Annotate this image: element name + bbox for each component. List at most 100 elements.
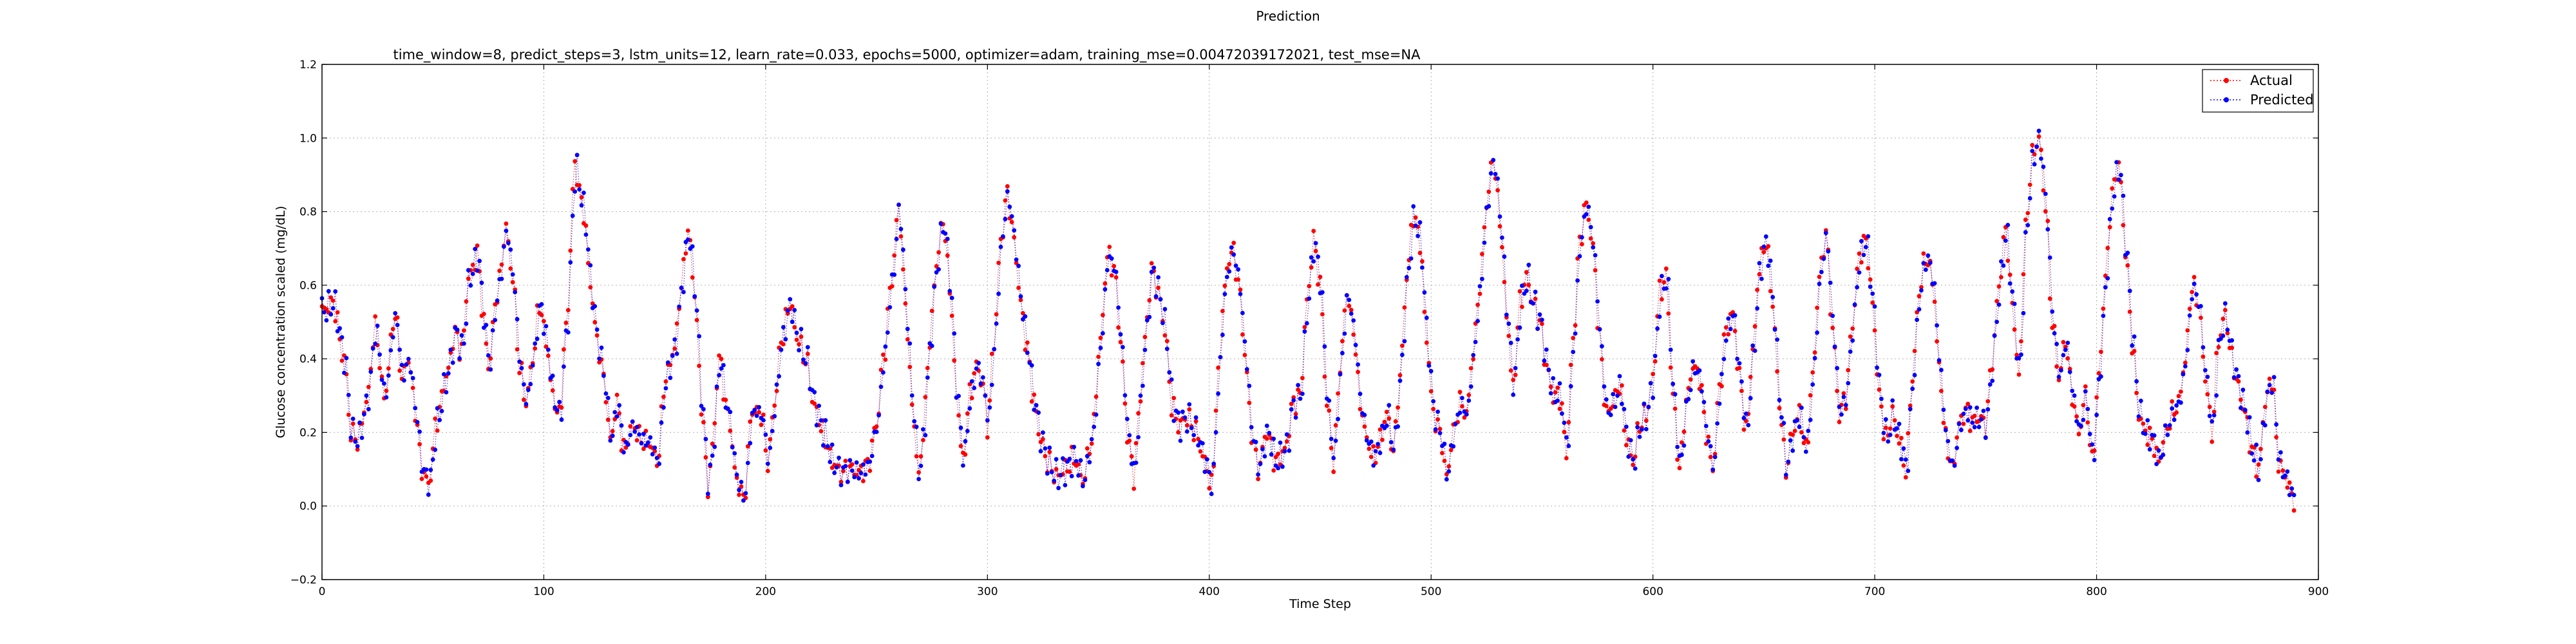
data-point-actual (1276, 451, 1280, 457)
data-point-predicted (1655, 326, 1660, 331)
data-point-actual (1781, 437, 1786, 442)
data-point-predicted (2247, 415, 2252, 420)
data-point-actual (1897, 441, 1902, 446)
data-point-predicted (1124, 417, 1130, 421)
data-point-actual (1706, 434, 1711, 439)
data-point-predicted (1262, 454, 1267, 459)
data-point-predicted (1164, 346, 1170, 352)
data-point-predicted (466, 268, 471, 272)
data-point-predicted (1291, 398, 1296, 402)
data-point-predicted (894, 236, 899, 242)
data-point-actual (1076, 462, 1081, 467)
data-point-actual (861, 478, 866, 484)
data-point-predicted (1540, 317, 1544, 322)
data-point-predicted (861, 462, 866, 467)
data-point-actual (1562, 430, 1567, 435)
data-point-predicted (1437, 431, 1443, 435)
data-point-predicted (565, 330, 571, 335)
data-point-predicted (2079, 423, 2083, 428)
data-point-actual (909, 402, 914, 407)
data-point-actual (2221, 316, 2226, 321)
data-point-actual (1231, 240, 1236, 245)
data-point-predicted (379, 377, 384, 383)
data-point-predicted (828, 460, 833, 464)
data-point-actual (484, 341, 489, 346)
data-point-predicted (1628, 438, 1633, 442)
data-point-predicted (1912, 373, 1917, 377)
x-tick-label: 300 (977, 585, 998, 598)
data-point-actual (934, 264, 939, 269)
data-point-actual (1662, 279, 1667, 285)
data-point-predicted (1642, 401, 1647, 406)
data-point-actual (1036, 431, 1041, 437)
data-point-actual (470, 262, 475, 267)
data-point-predicted (1282, 449, 1287, 454)
data-point-predicted (2172, 417, 2177, 422)
data-point-predicted (1979, 417, 1984, 422)
data-point-actual (894, 218, 899, 223)
data-point-predicted (2030, 149, 2035, 153)
data-point-predicted (1280, 464, 1285, 469)
data-point-actual (1524, 270, 1529, 275)
data-point-actual (573, 159, 578, 164)
data-point-actual (1502, 279, 1507, 285)
data-point-predicted (2067, 370, 2072, 374)
x-tick-label: 200 (755, 585, 776, 598)
data-point-predicted (2065, 341, 2070, 345)
data-point-actual (996, 260, 1001, 265)
y-tick-label: 1.0 (299, 132, 317, 145)
data-point-predicted (1156, 275, 1160, 279)
data-point-actual (1247, 401, 1252, 405)
data-point-actual (2201, 354, 2206, 359)
data-point-actual (1003, 198, 1008, 203)
data-point-actual (1176, 430, 1180, 435)
data-point-predicted (2041, 164, 2046, 169)
data-point-predicted (1081, 484, 1085, 489)
data-point-actual (1732, 328, 1738, 334)
data-point-predicted (1595, 299, 1600, 304)
data-point-predicted (1397, 378, 1403, 383)
data-point-actual (2065, 356, 2070, 361)
data-point-predicted (974, 366, 979, 371)
data-point-predicted (357, 420, 362, 425)
data-point-predicted (670, 354, 675, 358)
data-point-actual (732, 465, 737, 470)
data-point-predicted (1620, 401, 1624, 406)
data-point-predicted (1200, 441, 1205, 446)
data-point-actual (1901, 463, 1906, 468)
data-point-predicted (433, 448, 438, 452)
data-point-actual (2274, 435, 2279, 440)
data-point-predicted (1715, 421, 1720, 426)
data-point-predicted (2221, 334, 2226, 338)
data-point-predicted (1347, 298, 1352, 303)
data-point-predicted (748, 440, 753, 446)
data-point-predicted (967, 406, 972, 411)
data-point-actual (1240, 332, 1245, 337)
data-point-predicted (2003, 238, 2008, 243)
data-point-predicted (2271, 375, 2277, 380)
data-point-predicted (1868, 284, 1873, 289)
data-point-predicted (829, 442, 835, 447)
data-point-predicted (1686, 397, 1691, 402)
data-point-predicted (1903, 457, 1908, 462)
data-point-predicted (2167, 423, 2172, 428)
data-point-actual (1468, 366, 1473, 371)
data-point-predicted (2287, 493, 2292, 497)
data-point-predicted (1897, 421, 1902, 426)
data-point-predicted (1453, 422, 1458, 426)
data-point-actual (482, 312, 486, 316)
data-point-actual (579, 195, 584, 200)
data-point-predicted (1906, 468, 1911, 473)
data-point-actual (1584, 200, 1589, 205)
data-point-predicted (1244, 367, 1249, 372)
data-point-predicted (768, 446, 773, 450)
data-point-actual (2014, 352, 2020, 357)
data-point-predicted (1067, 457, 1072, 462)
data-point-predicted (1307, 296, 1312, 301)
data-point-actual (683, 251, 688, 256)
data-point-predicted (1657, 314, 1662, 319)
data-point-predicted (757, 404, 761, 410)
data-point-actual (1041, 437, 1045, 442)
data-point-predicted (885, 330, 890, 335)
data-point-predicted (1278, 440, 1283, 445)
